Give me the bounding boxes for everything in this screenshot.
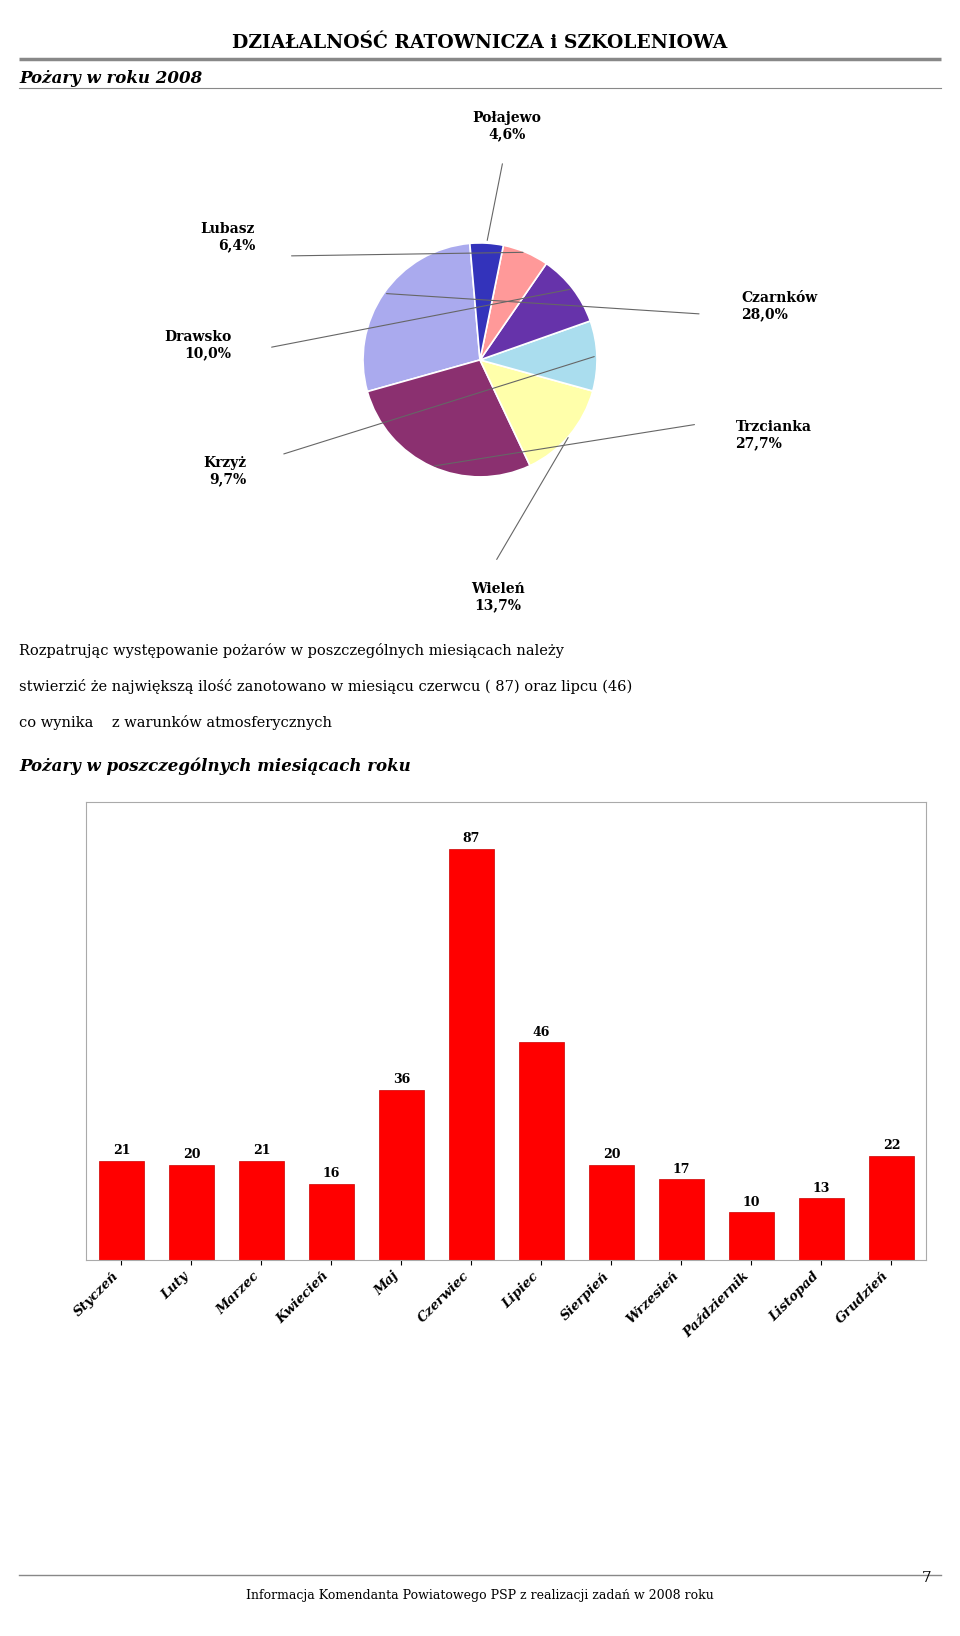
Text: Pożary w poszczególnych miesiącach roku: Pożary w poszczególnych miesiącach roku: [19, 757, 411, 775]
Text: Informacja Komendanta Powiatowego PSP z realizacji zadań w 2008 roku: Informacja Komendanta Powiatowego PSP z …: [246, 1589, 714, 1602]
Text: 7: 7: [922, 1571, 931, 1585]
Wedge shape: [480, 263, 590, 360]
Wedge shape: [363, 244, 480, 391]
Bar: [799, 1198, 844, 1260]
Text: 21: 21: [112, 1144, 131, 1157]
Bar: [518, 1042, 564, 1260]
Bar: [99, 1160, 144, 1260]
Text: 87: 87: [463, 833, 480, 846]
Bar: [729, 1212, 774, 1260]
Text: 17: 17: [673, 1163, 690, 1176]
Text: 13: 13: [813, 1181, 830, 1194]
Text: 16: 16: [323, 1168, 340, 1181]
Text: Rozpatrując występowanie pożarów w poszczególnych miesiącach należy: Rozpatrując występowanie pożarów w poszc…: [19, 643, 564, 658]
Text: Wieleń
13,7%: Wieleń 13,7%: [471, 582, 525, 612]
Text: 46: 46: [533, 1026, 550, 1039]
Text: 22: 22: [882, 1139, 900, 1152]
Wedge shape: [480, 360, 592, 466]
Text: co wynika    z warunków atmosferycznych: co wynika z warunków atmosferycznych: [19, 715, 332, 730]
Text: 21: 21: [252, 1144, 270, 1157]
Text: Krzyż
9,7%: Krzyż 9,7%: [203, 456, 246, 486]
Bar: [378, 1090, 424, 1260]
Bar: [869, 1155, 914, 1260]
Text: Drawsko
10,0%: Drawsko 10,0%: [164, 330, 231, 360]
Bar: [309, 1184, 354, 1260]
Bar: [448, 849, 494, 1260]
Text: stwierzić że największą ilość zanotowano w miesiącu czerwcu ( 87) oraz lipcu (46: stwierzić że największą ilość zanotowano…: [19, 679, 633, 694]
Wedge shape: [368, 360, 530, 478]
Text: DZIAŁALNOŚĆ RATOWNICZA i SZKOLENIOWA: DZIAŁALNOŚĆ RATOWNICZA i SZKOLENIOWA: [232, 34, 728, 52]
Text: 20: 20: [182, 1148, 200, 1162]
Bar: [239, 1160, 284, 1260]
Bar: [659, 1180, 704, 1260]
Text: Czarnków
28,0%: Czarnków 28,0%: [741, 291, 817, 321]
Text: 36: 36: [393, 1073, 410, 1086]
Text: Lubasz
6,4%: Lubasz 6,4%: [201, 222, 255, 252]
Wedge shape: [469, 244, 503, 360]
Text: Pożary w roku 2008: Pożary w roku 2008: [19, 70, 203, 87]
Bar: [169, 1165, 214, 1260]
Wedge shape: [480, 245, 546, 360]
Text: 20: 20: [603, 1148, 620, 1162]
Text: Połajewo
4,6%: Połajewo 4,6%: [472, 111, 541, 141]
Text: 10: 10: [743, 1196, 760, 1209]
Bar: [588, 1165, 635, 1260]
Text: Trzcianka
27,7%: Trzcianka 27,7%: [735, 420, 811, 450]
Wedge shape: [480, 321, 597, 391]
